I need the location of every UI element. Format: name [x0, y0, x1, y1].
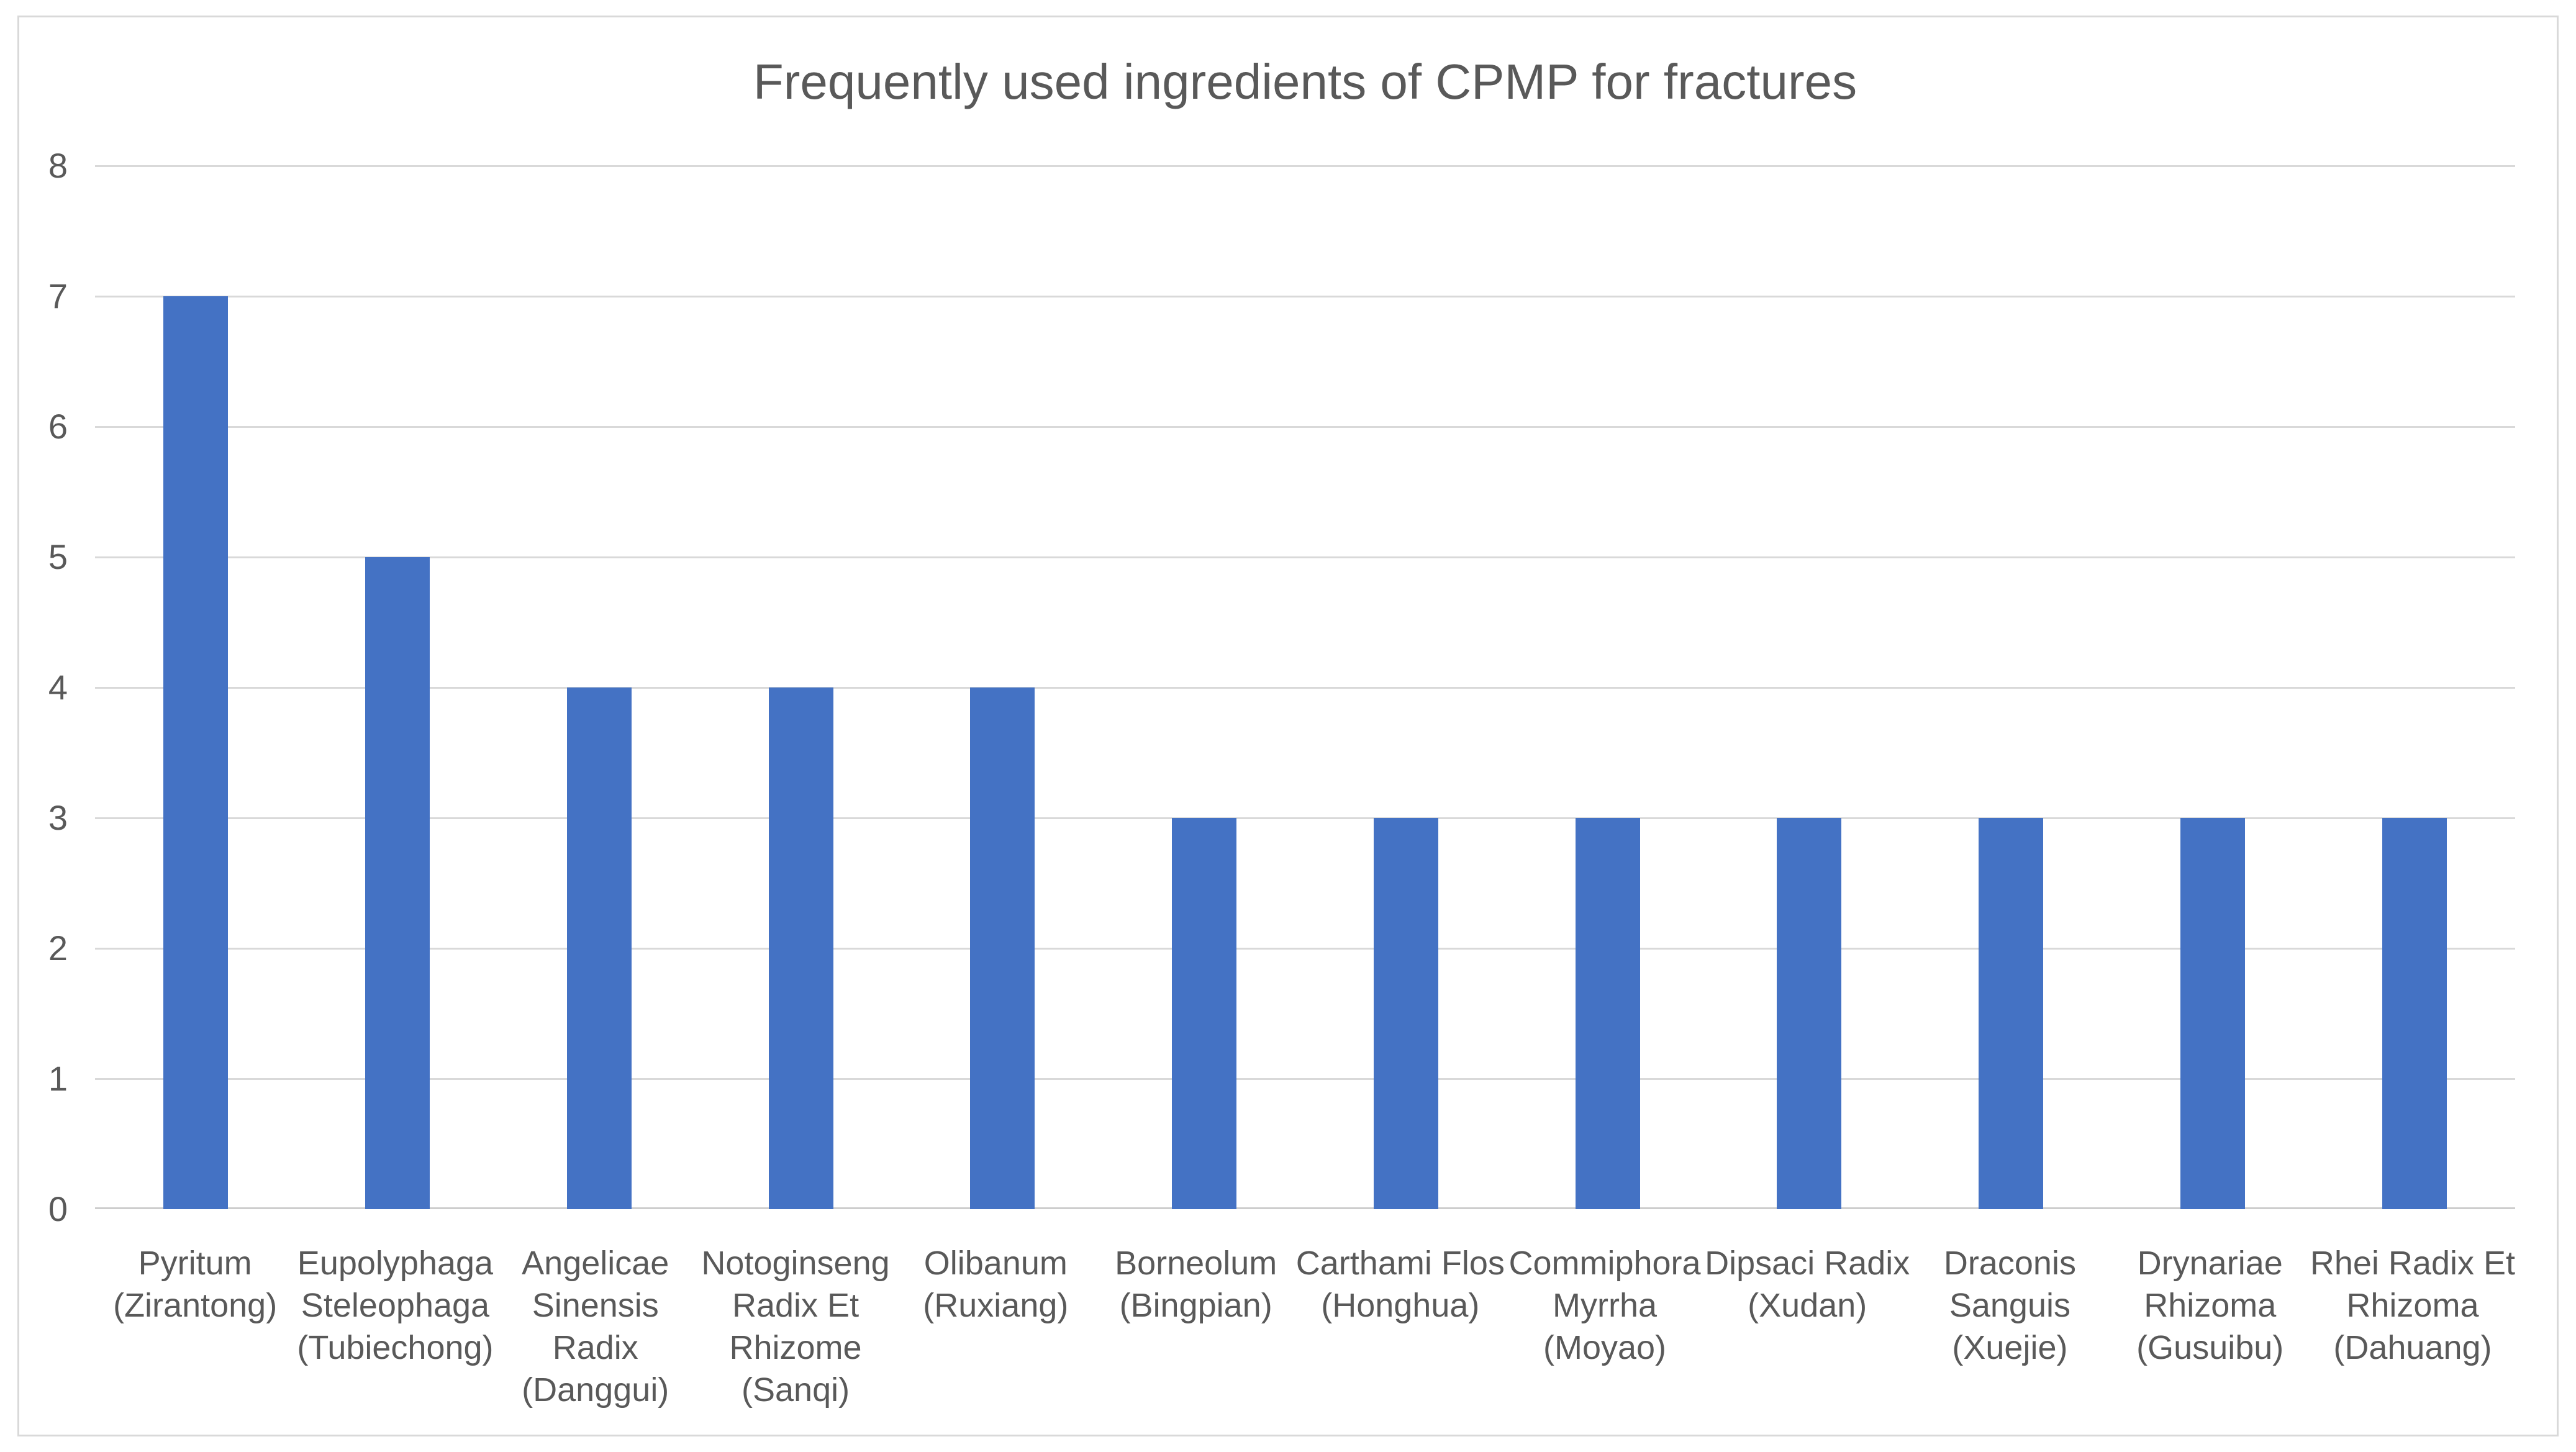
x-axis-category-label: Eupolyphaga Steleophaga (Tubiechong) [295, 1242, 495, 1369]
gridline [95, 556, 2515, 558]
x-axis-label-line: (Bingpian) [1119, 1287, 1272, 1324]
gridline [95, 426, 2515, 428]
y-axis-tick-label: 6 [48, 407, 68, 446]
y-axis-tick-label: 3 [48, 798, 68, 837]
x-axis-category-label: Borneolum (Bingpian) [1095, 1242, 1295, 1327]
x-axis-label-line: Borneolum [1115, 1245, 1277, 1282]
bar [163, 296, 229, 1209]
x-axis-category-label: Draconis Sanguis (Xuejie) [1910, 1242, 2110, 1369]
x-axis-label-line: (Honghua) [1321, 1287, 1480, 1324]
x-axis-label-line: Rhei Radix Et [2310, 1245, 2516, 1282]
bar [2382, 818, 2447, 1209]
x-axis-label-line: Radix Et [732, 1287, 859, 1324]
bar-slot [2112, 166, 2314, 1209]
x-axis-label-line: Olibanum [923, 1245, 1068, 1282]
bar-slot [1708, 166, 1910, 1209]
x-axis-label-line: Eupolyphaga [297, 1245, 494, 1282]
x-axis-category-label: Angelicae Sinensis Radix (Danggui) [496, 1242, 696, 1411]
x-axis-category-label: Commiphora Myrrha (Moyao) [1505, 1242, 1705, 1369]
x-axis-label-line: Rhizoma [2346, 1287, 2479, 1324]
x-axis-label-line: (Tubiechong) [297, 1329, 494, 1366]
x-axis-category-label: Notoginseng Radix Et Rhizome (Sanqi) [696, 1242, 896, 1411]
bar-slot [297, 166, 499, 1209]
y-axis: 0 1 2 3 4 5 6 7 8 [19, 146, 68, 1228]
x-axis-line [95, 1207, 2515, 1209]
x-axis-category-label: Dipsaci Radix (Xudan) [1705, 1242, 1910, 1327]
y-axis-tick-label: 2 [48, 928, 68, 968]
x-axis-label-line: Angelicae [522, 1245, 669, 1282]
bars-container [95, 166, 2515, 1209]
gridline [95, 948, 2515, 950]
bar [1979, 818, 2044, 1209]
x-axis-category-label: Rhei Radix Et Rhizoma (Dahuang) [2310, 1242, 2515, 1369]
x-axis-label-line: Sinensis [532, 1287, 659, 1324]
x-axis: Pyritum (Zirantong) Eupolyphaga Steleophaga… [95, 1242, 2515, 1411]
y-axis-tick-label: 4 [48, 668, 68, 707]
x-axis-label-line: Sanguis [1949, 1287, 2070, 1324]
bar [768, 687, 833, 1209]
bar [1575, 818, 1640, 1209]
x-axis-label-line: Commiphora [1508, 1245, 1701, 1282]
bar-slot [499, 166, 701, 1209]
x-axis-label-line: (Gusuibu) [2136, 1329, 2284, 1366]
bar [2180, 818, 2245, 1209]
bar-slot [1507, 166, 1708, 1209]
bar-slot [95, 166, 297, 1209]
x-axis-label-line: Drynariae [2137, 1245, 2283, 1282]
gridline [95, 817, 2515, 819]
bar-slot [1104, 166, 1305, 1209]
bar-slot [902, 166, 1104, 1209]
bar-slot [700, 166, 902, 1209]
x-axis-label-line: Steleophaga [301, 1287, 490, 1324]
x-axis-label-line: Myrrha [1553, 1287, 1658, 1324]
x-axis-label-line: (Sanqi) [742, 1371, 850, 1409]
x-axis-label-line: Carthami Flos [1295, 1245, 1505, 1282]
bar-slot [1305, 166, 1507, 1209]
bar [365, 557, 430, 1209]
x-axis-category-label: Olibanum (Ruxiang) [896, 1242, 1095, 1327]
x-axis-category-label: Carthami Flos (Honghua) [1296, 1242, 1505, 1327]
x-axis-label-line: Notoginseng [701, 1245, 890, 1282]
x-axis-label-line: Dipsaci Radix [1705, 1245, 1910, 1282]
bar-slot [2313, 166, 2515, 1209]
x-axis-label-line: (Dahuang) [2333, 1329, 2492, 1366]
y-axis-tick-label: 7 [48, 276, 68, 315]
gridline [95, 687, 2515, 689]
x-axis-label-line: Rhizoma [2144, 1287, 2277, 1324]
x-axis-label-line: Draconis [1943, 1245, 2076, 1282]
chart-title: Frequently used ingredients of CPMP for … [753, 54, 1857, 109]
y-axis-tick-label: 1 [48, 1059, 68, 1098]
bar [970, 687, 1035, 1209]
gridline [95, 165, 2515, 167]
gridline [95, 1078, 2515, 1080]
bar [1373, 818, 1438, 1209]
x-axis-label-line: (Danggui) [522, 1371, 669, 1409]
x-axis-label-line: (Zirantong) [113, 1287, 278, 1324]
y-axis-tick-label: 8 [48, 146, 68, 185]
x-axis-label-line: Rhizome [729, 1329, 862, 1366]
bar [566, 687, 632, 1209]
bar [1172, 818, 1237, 1209]
x-axis-label-line: Pyritum [138, 1245, 252, 1282]
bar-slot [1910, 166, 2112, 1209]
y-axis-tick-label: 5 [48, 537, 68, 576]
chart-frame: Frequently used ingredients of CPMP for … [17, 16, 2559, 1436]
x-axis-label-line: (Moyao) [1543, 1329, 1667, 1366]
gridline [95, 296, 2515, 297]
x-axis-label-line: (Xudan) [1748, 1287, 1867, 1324]
bar [1777, 818, 1842, 1209]
x-axis-category-label: Drynariae Rhizoma (Gusuibu) [2110, 1242, 2310, 1369]
x-axis-label-line: (Ruxiang) [923, 1287, 1069, 1324]
plot-area [95, 165, 2515, 1209]
x-axis-category-label: Pyritum (Zirantong) [95, 1242, 295, 1327]
x-axis-label-line: Radix [552, 1329, 638, 1366]
x-axis-label-line: (Xuejie) [1952, 1329, 2068, 1366]
y-axis-tick-label: 0 [48, 1189, 68, 1228]
